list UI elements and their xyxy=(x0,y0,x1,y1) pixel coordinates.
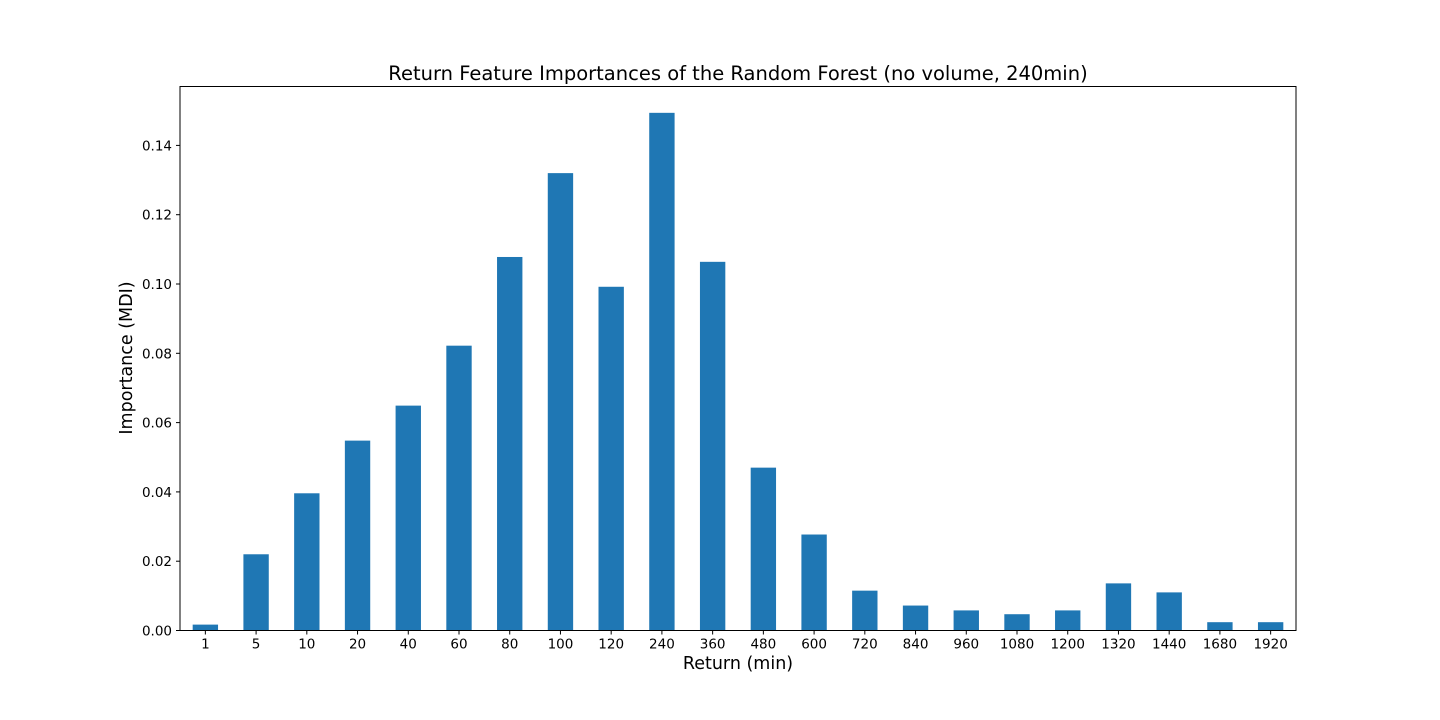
x-tick-label: 1200 xyxy=(1051,637,1085,653)
y-tick-label: 0.00 xyxy=(142,624,172,640)
x-tick-label: 480 xyxy=(750,637,776,653)
bar-240 xyxy=(649,112,675,631)
y-tick-label: 0.14 xyxy=(142,138,172,154)
x-tick-label: 1080 xyxy=(1000,637,1034,653)
y-tick-label: 0.10 xyxy=(142,277,172,293)
x-tick-label: 240 xyxy=(649,637,675,653)
bar-120 xyxy=(598,286,624,631)
x-tick-label: 720 xyxy=(852,637,878,653)
y-axis-ticks: 0.00 0.02 0.04 0.06 0.08 0.10 0.12 0.14 xyxy=(142,138,180,640)
x-tick-label: 100 xyxy=(548,637,574,653)
x-tick-label: 1440 xyxy=(1152,637,1186,653)
x-tick-label: 840 xyxy=(903,637,929,653)
y-tick-label: 0.12 xyxy=(142,208,172,224)
x-axis-label: Return (min) xyxy=(683,654,793,674)
bar-960 xyxy=(953,610,979,631)
x-axis-ticks: 1 5 10 20 40 60 80 100 120 240 360 480 600 720 840 960 1… xyxy=(201,630,1288,653)
plot-frame xyxy=(179,86,1297,631)
x-tick-label: 10 xyxy=(298,637,315,653)
y-axis-label: Importance (MDI) xyxy=(117,281,137,434)
x-tick-label: 1320 xyxy=(1101,637,1135,653)
x-tick-label: 60 xyxy=(450,637,467,653)
x-tick-label: 80 xyxy=(501,637,518,653)
bar-1080 xyxy=(1004,614,1030,631)
bar-1440 xyxy=(1156,592,1182,631)
y-tick-label: 0.04 xyxy=(142,485,172,501)
bar-1920 xyxy=(1257,622,1284,631)
x-tick-label: 5 xyxy=(252,637,261,653)
y-tick-label: 0.02 xyxy=(142,554,172,570)
bar-360 xyxy=(699,261,726,631)
y-tick-label: 0.06 xyxy=(142,416,172,432)
chart-title: Return Feature Importances of the Random… xyxy=(388,62,1087,85)
bar-40 xyxy=(395,405,421,631)
x-tick-label: 360 xyxy=(700,637,726,653)
bar-5 xyxy=(243,554,269,631)
bar-720 xyxy=(852,590,878,631)
x-tick-label: 1 xyxy=(201,637,210,653)
bar-1320 xyxy=(1105,583,1132,631)
bar-1680 xyxy=(1207,622,1233,631)
bar-1200 xyxy=(1055,610,1081,631)
bar-1 xyxy=(192,624,219,631)
bar-600 xyxy=(801,534,827,631)
bar-80 xyxy=(497,256,523,631)
x-tick-label: 40 xyxy=(400,637,417,653)
bar-840 xyxy=(902,605,929,631)
y-tick-label: 0.08 xyxy=(142,346,172,362)
bar-60 xyxy=(446,345,472,631)
x-tick-label: 20 xyxy=(349,637,366,653)
bar-20 xyxy=(344,440,371,631)
x-tick-label: 1680 xyxy=(1203,637,1237,653)
bar-100 xyxy=(547,173,574,631)
x-tick-label: 120 xyxy=(598,637,624,653)
bar-480 xyxy=(750,467,777,631)
x-tick-label: 1920 xyxy=(1253,637,1287,653)
x-tick-label: 960 xyxy=(953,637,979,653)
bar-10 xyxy=(294,493,320,631)
bars-group xyxy=(192,112,1284,631)
x-tick-label: 600 xyxy=(801,637,827,653)
